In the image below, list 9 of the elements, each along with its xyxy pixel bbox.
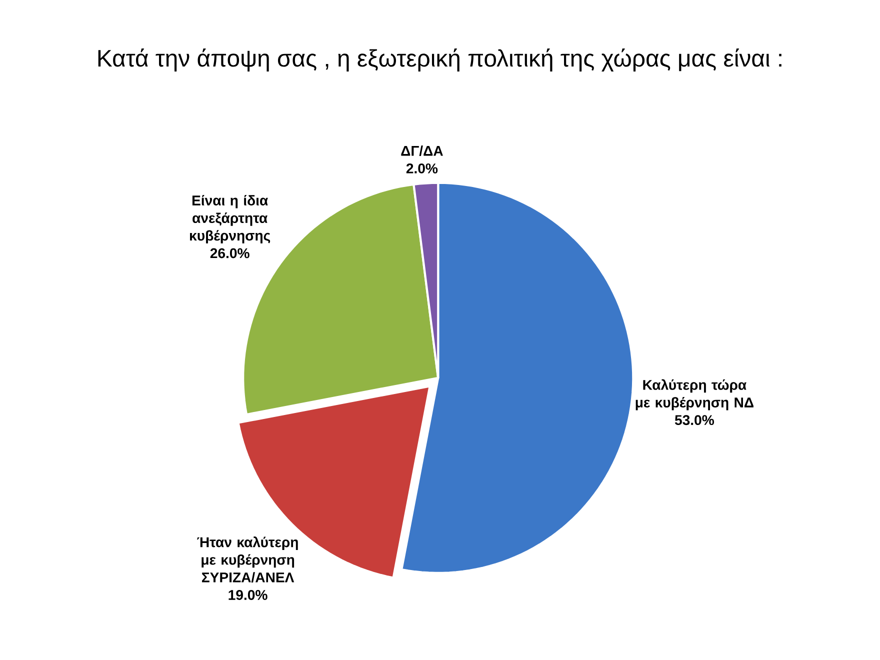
- data-label: 19.0%: [228, 590, 268, 600]
- slice-label: Καλύτερη τώρα με κυβέρνηση ΝΔ: [636, 379, 754, 410]
- slice-label: Είναι η ίδια ανεξάρτητα κυβέρνησης: [190, 194, 270, 244]
- slice-label: ΔΓ/ΔΑ: [401, 146, 443, 156]
- data-label: 26.0%: [210, 248, 250, 258]
- slice-label: Ήταν καλύτερη με κυβέρνηση ΣΥΡΙΖΑ/ΑΝΕΛ: [197, 536, 298, 583]
- data-label: 2.0%: [406, 163, 438, 174]
- data-label: 53.0%: [674, 415, 714, 426]
- chart-title: Κατά την άποψη σας , η εξωτερική πολιτική της χώρας μας είναι :: [98, 48, 782, 72]
